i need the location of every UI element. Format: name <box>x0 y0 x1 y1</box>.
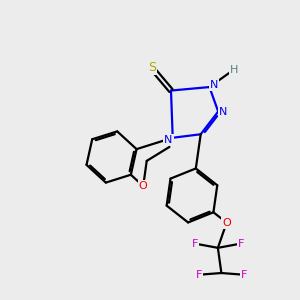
Text: F: F <box>237 238 244 249</box>
Text: F: F <box>192 238 198 249</box>
Text: O: O <box>222 218 231 228</box>
Text: N: N <box>209 80 218 90</box>
Text: N: N <box>164 134 173 145</box>
Text: F: F <box>241 270 247 280</box>
Text: S: S <box>148 61 156 74</box>
Text: O: O <box>139 181 148 191</box>
Text: H: H <box>230 64 238 75</box>
Text: F: F <box>196 270 202 280</box>
Text: N: N <box>219 106 228 116</box>
